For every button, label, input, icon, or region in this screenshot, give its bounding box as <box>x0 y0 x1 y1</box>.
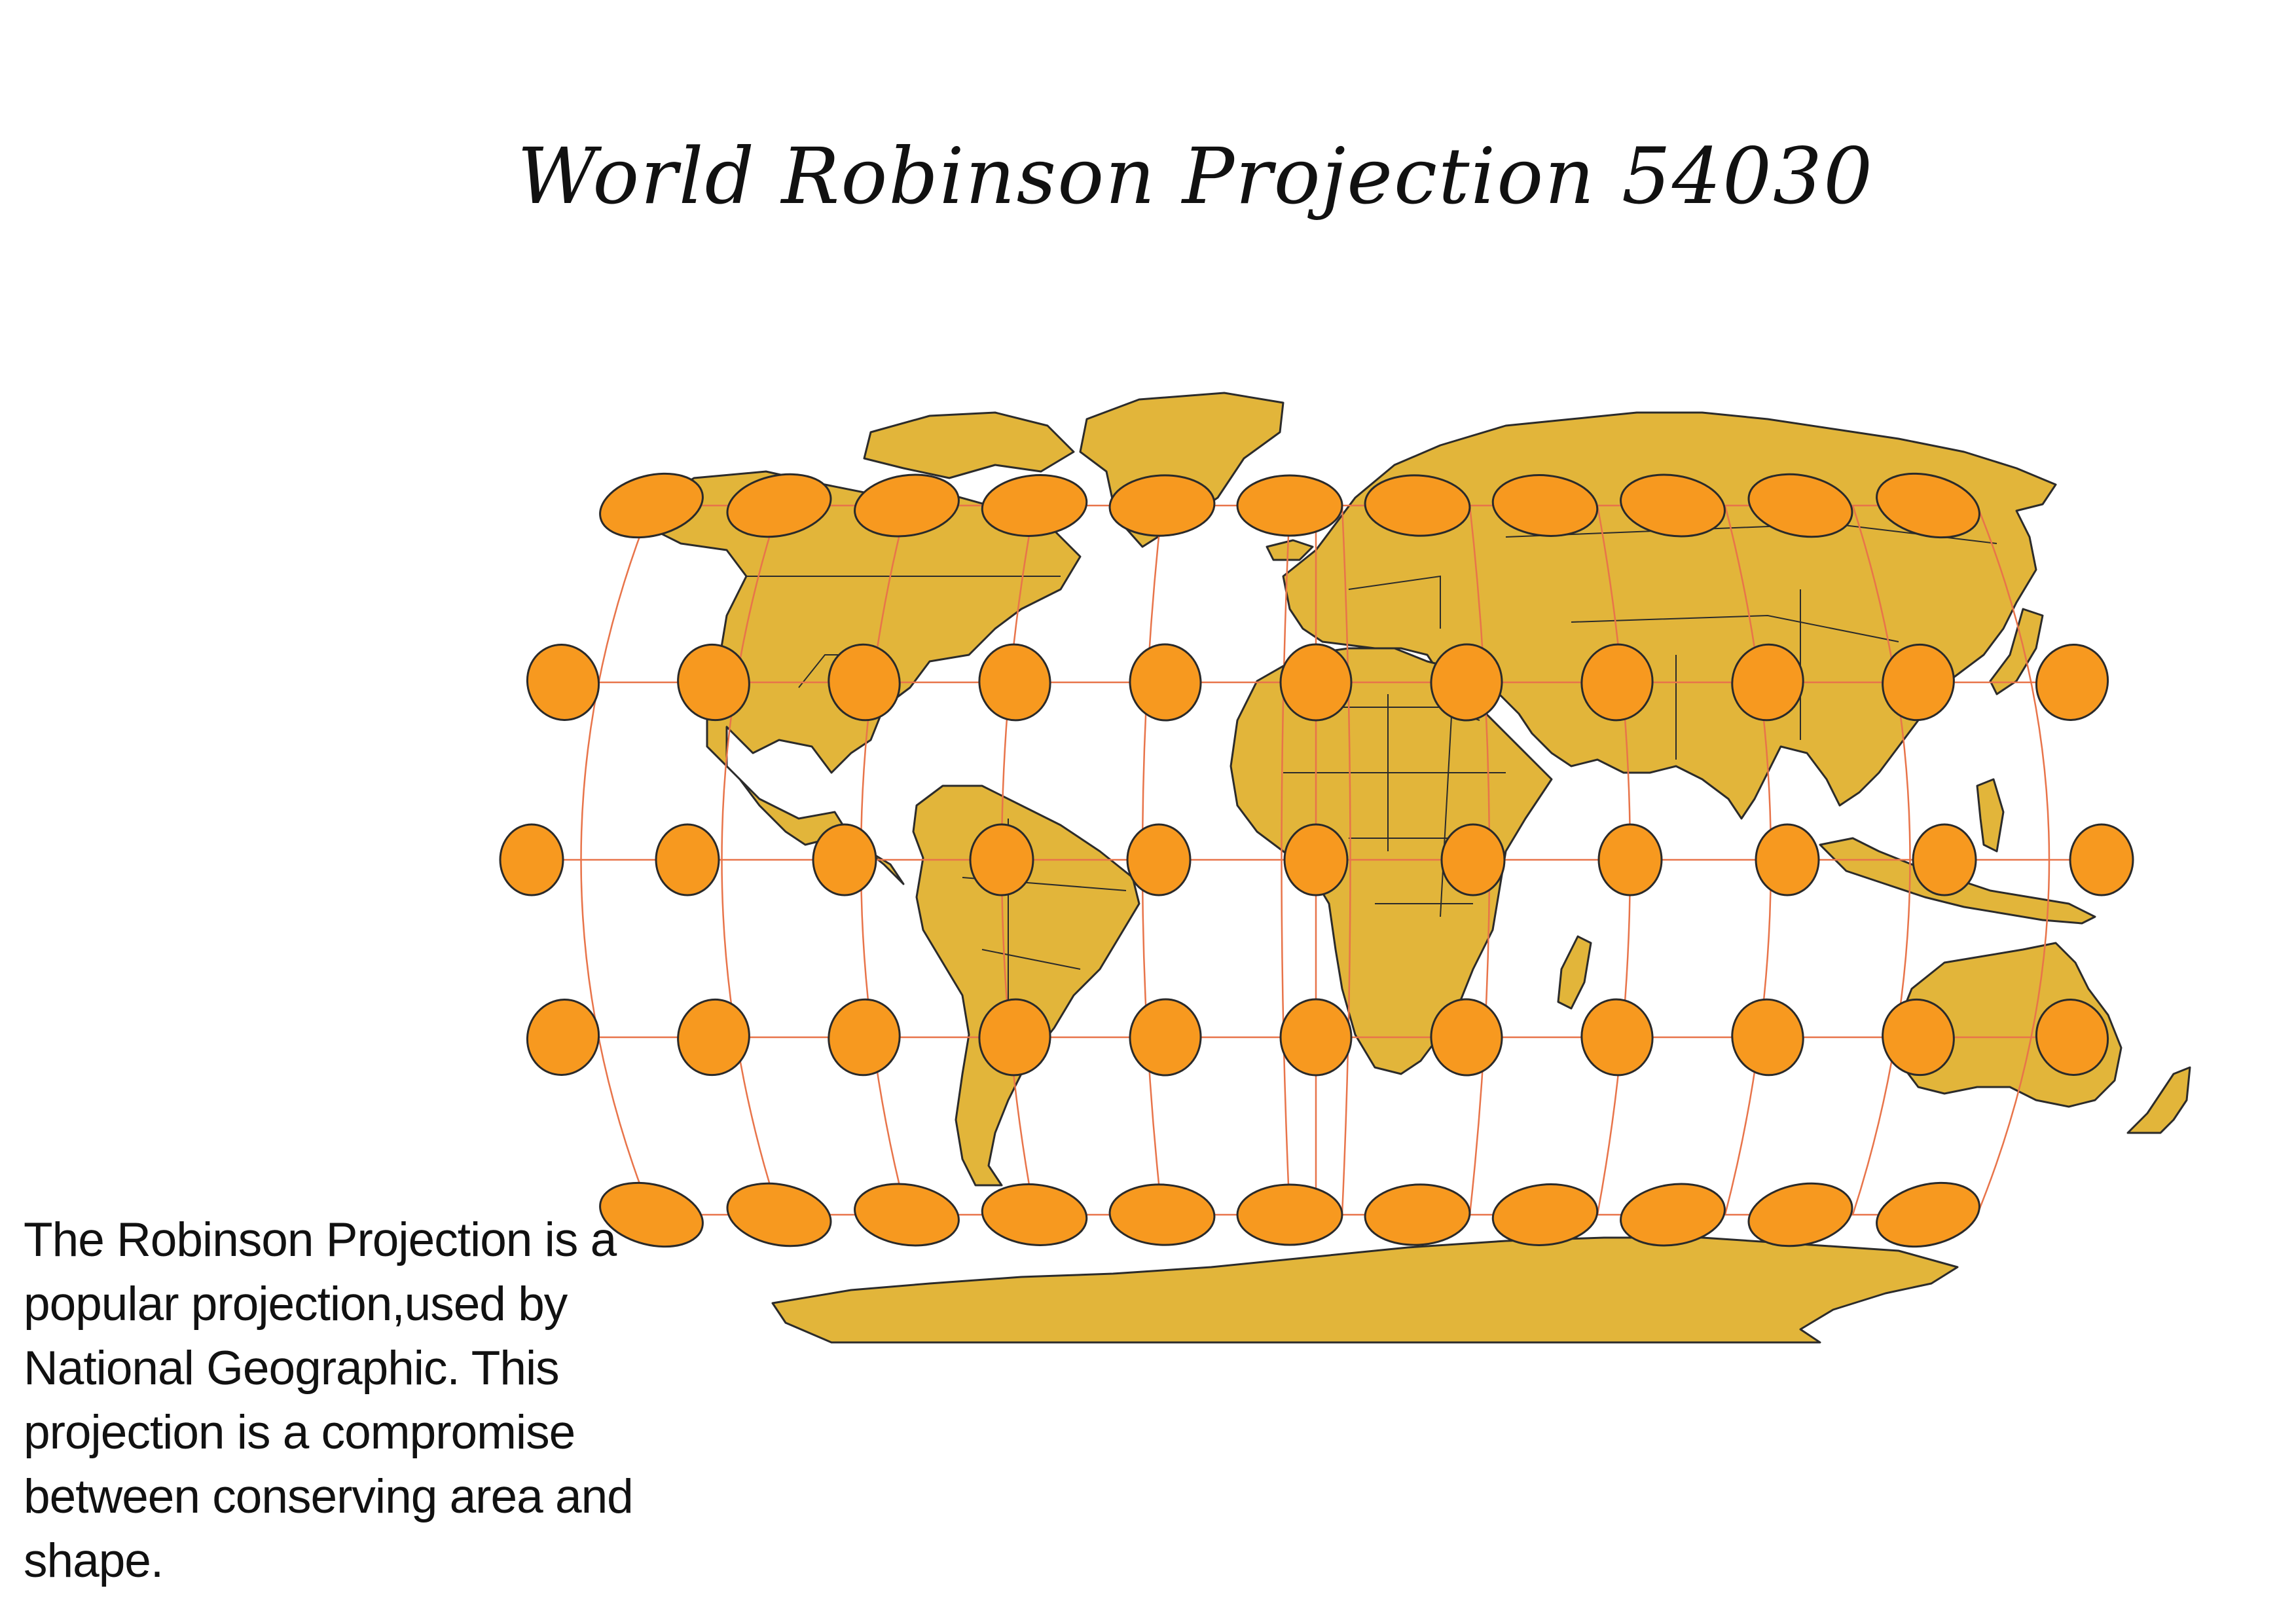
landmass-south-america <box>912 784 1140 1187</box>
tissot-indicatrix <box>1126 823 1192 896</box>
tissot-indicatrix <box>1755 823 1820 896</box>
tissot-indicatrix <box>677 998 750 1077</box>
tissot-indicatrix <box>854 1183 960 1247</box>
tissot-indicatrix <box>1108 474 1216 537</box>
tissot-indicatrix <box>499 823 564 896</box>
tissot-indicatrix <box>1430 998 1503 1077</box>
tissot-indicatrix <box>812 823 877 896</box>
tissot-indicatrices-layer <box>499 472 2134 1248</box>
map-description: The Robinson Projection is a popular pro… <box>24 1213 634 1587</box>
tissot-indicatrix <box>2069 823 2134 896</box>
tissot-indicatrix <box>1236 1183 1343 1246</box>
tissot-indicatrix <box>1364 1183 1471 1246</box>
tissot-indicatrix <box>1129 998 1202 1077</box>
tissot-indicatrix <box>655 823 720 896</box>
tissot-indicatrix <box>978 998 1051 1077</box>
tissot-indicatrix <box>599 472 704 539</box>
tissot-indicatrix <box>1876 472 1980 539</box>
tissot-indicatrix <box>1580 998 1654 1077</box>
tissot-indicatrix <box>1912 823 1977 896</box>
tissot-indicatrix <box>828 643 901 722</box>
tissot-indicatrix <box>1491 1183 1599 1246</box>
tissot-indicatrix <box>1364 474 1471 537</box>
landmass-new-zealand <box>2126 1066 2191 1134</box>
tissot-indicatrix <box>1108 1183 1216 1246</box>
tissot-indicatrix <box>1597 823 1663 896</box>
tissot-indicatrix <box>1882 643 1955 722</box>
landmass-madagascar <box>1557 935 1592 1010</box>
tissot-indicatrix <box>1620 1183 1726 1247</box>
tissot-indicatrix <box>1882 998 1955 1077</box>
landmass-antarctica <box>771 1236 1959 1344</box>
tissot-indicatrix <box>2035 999 2109 1076</box>
landmass-arctic-islands <box>863 411 1075 479</box>
tissot-indicatrix <box>1279 643 1353 722</box>
tissot-indicatrix <box>2035 644 2109 721</box>
tissot-indicatrix <box>726 1182 832 1247</box>
tissot-indicatrix <box>1129 643 1202 722</box>
tissot-indicatrix <box>599 1181 704 1248</box>
tissot-indicatrix <box>1491 474 1599 537</box>
tissot-indicatrix <box>1876 1181 1980 1248</box>
tissot-indicatrix <box>677 643 750 722</box>
map-title: World Robinson Projection 54030 <box>517 131 1874 221</box>
tissot-indicatrix <box>1731 643 1804 722</box>
tissot-indicatrix <box>526 644 600 721</box>
tissot-indicatrix <box>1236 474 1343 537</box>
tissot-indicatrix <box>1440 823 1506 896</box>
tissot-indicatrix <box>1283 823 1349 896</box>
tissot-indicatrix <box>981 474 1088 537</box>
tissot-indicatrix <box>526 999 600 1076</box>
tissot-indicatrix <box>1731 998 1804 1077</box>
tissot-indicatrix <box>1430 643 1503 722</box>
tissot-indicatrix <box>969 823 1034 896</box>
tissot-indicatrix <box>1279 998 1353 1077</box>
tissot-indicatrix <box>828 998 901 1077</box>
tissot-indicatrix <box>854 473 960 538</box>
tissot-indicatrix <box>978 643 1051 722</box>
tissot-indicatrix <box>981 1183 1088 1246</box>
tissot-indicatrix <box>1747 1182 1853 1247</box>
tissot-indicatrix <box>1747 473 1853 538</box>
landmass-philippines <box>1976 778 2005 853</box>
tissot-indicatrix <box>726 473 832 538</box>
landmass-japan <box>1989 608 2044 695</box>
tissot-indicatrix <box>1580 643 1654 722</box>
tissot-indicatrix <box>1620 473 1726 538</box>
